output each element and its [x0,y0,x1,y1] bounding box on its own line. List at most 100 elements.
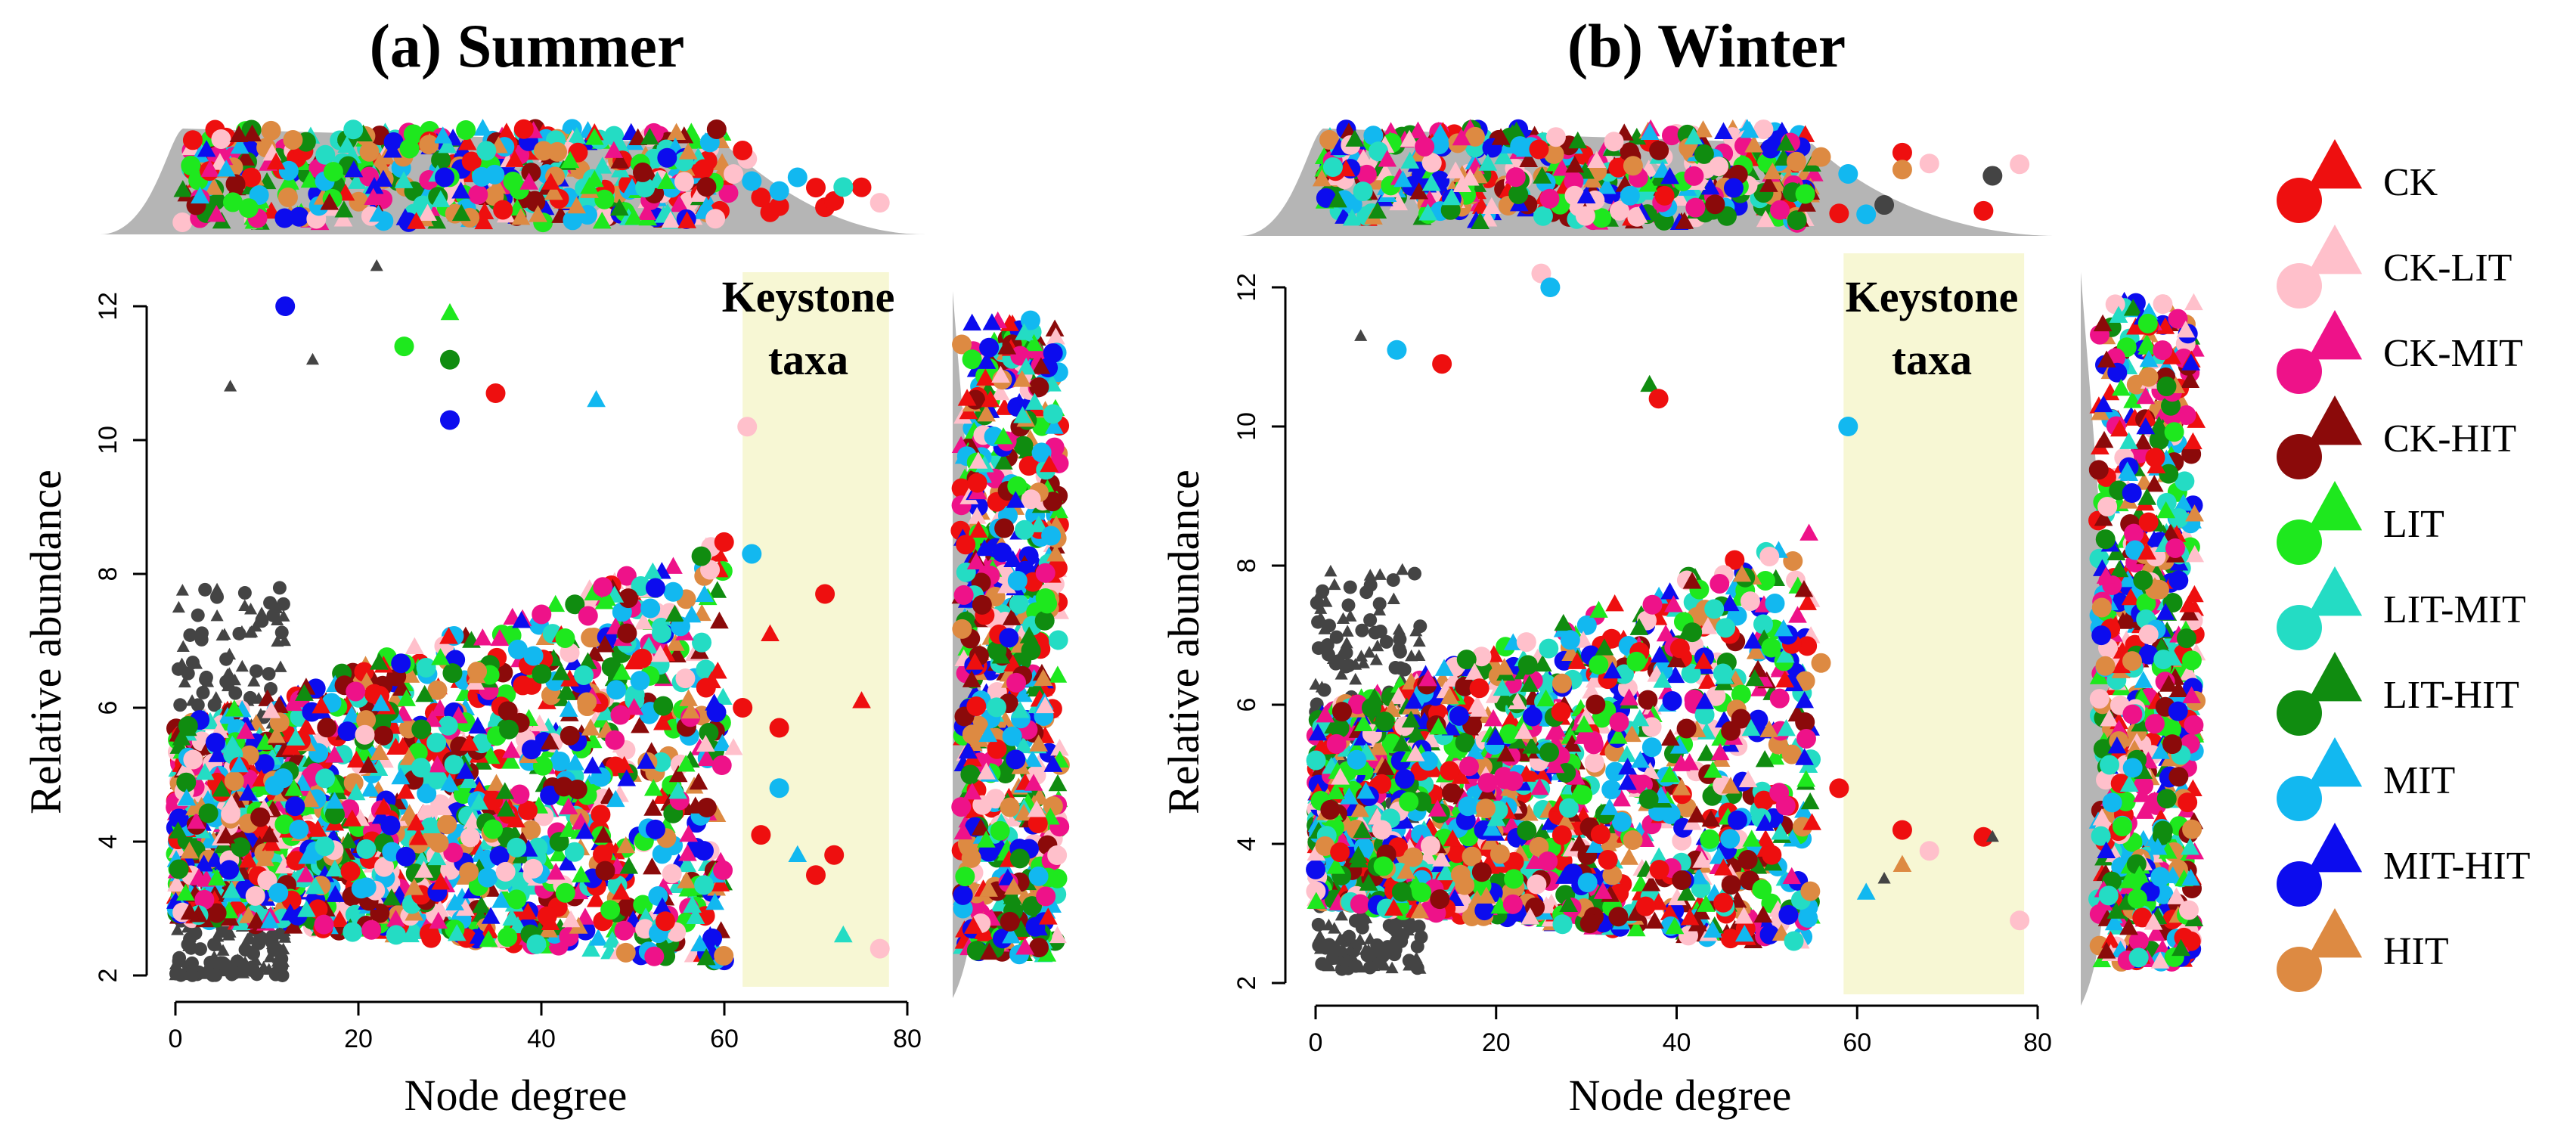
data-point [1393,661,1408,675]
right-strip-point [962,724,982,745]
data-point [244,603,258,615]
data-point [193,942,207,957]
data-point [630,671,650,691]
top-strip-point [693,159,714,179]
data-point [236,966,250,978]
right-strip-point [1009,848,1030,869]
data-point [1387,592,1400,604]
right-strip-point [1047,845,1068,866]
data-point [1379,634,1393,649]
data-point [231,954,245,966]
data-point [340,861,361,882]
right-strip-point [2150,867,2171,887]
data-point [711,755,732,776]
data-point [178,675,191,688]
top-strip-point [266,152,286,170]
data-point [1328,578,1341,591]
top-strip-point [315,144,336,165]
top-strip-point [544,182,563,200]
data-point [653,696,674,716]
data-point [211,929,225,942]
data-point [1343,580,1357,594]
top-strip-point [197,140,216,157]
data-point [243,690,257,705]
right-strip-point [1007,570,1028,591]
data-point [438,715,458,736]
data-point [696,678,716,698]
right-strip-point [2088,460,2109,480]
data-point [356,877,377,898]
top-strip-point [718,183,739,203]
data-point [440,410,460,430]
top-strip-point [1856,204,1877,225]
top-strip-point [1838,163,1858,184]
data-point [395,846,416,867]
data-point [668,876,687,893]
data-point [305,352,320,365]
right-strip-point [975,538,994,557]
top-strip-point [1322,157,1343,177]
right-strip-point [1029,734,1049,752]
right-strip-point [1034,610,1055,631]
right-strip-point [972,795,993,815]
right-strip-point [2102,792,2122,813]
data-point [228,673,242,686]
panel-winter-title: (b) Winter [1567,11,1846,80]
right-strip-point [1002,726,1022,746]
top-strip-point [751,188,771,208]
data-point [583,756,602,774]
top-strip-point [359,141,380,162]
top-strip-point [609,198,629,216]
top-strip-point [323,162,343,182]
right-strip-point [1004,877,1023,895]
data-point [699,723,719,743]
right-strip-point [1034,668,1053,686]
data-point [196,685,210,699]
right-strip-point [966,696,987,716]
data-point [380,815,401,836]
data-point [557,853,577,871]
right-strip-point [1013,684,1033,702]
right-strip-point [2184,293,2203,311]
data-point [1410,939,1424,954]
data-point [173,698,188,712]
top-strip-point [824,191,845,211]
right-strip-point [1010,701,1030,718]
right-strip-point [1048,926,1067,944]
right-strip-point [1048,630,1068,650]
data-point [632,648,653,668]
right-strip-point [990,820,1010,841]
top-strip-point [191,186,209,204]
top-strip-point [567,196,587,214]
data-point [610,705,631,725]
top-strip-point [399,138,420,159]
data-point [343,922,363,942]
right-strip-point [2089,689,2109,709]
data-point [278,931,292,943]
right-strip-point [2138,367,2159,387]
data-point [191,698,205,712]
data-point [645,819,665,839]
data-point [267,943,281,957]
right-strip-point [992,542,1012,563]
data-point [285,796,305,817]
data-point [523,646,544,666]
right-strip-point [951,797,972,817]
top-strip-point [456,119,476,140]
data-point [1349,672,1362,685]
data-point [210,609,224,622]
top-strip-point [1919,154,1939,174]
top-strip-point [1533,206,1553,226]
data-point [272,581,287,595]
top-strip-point [513,119,534,139]
data-point [1359,585,1374,600]
right-strip-point [2137,313,2158,333]
right-strip-point [1045,417,1064,434]
right-strip-point [969,451,988,469]
data-point [663,581,684,602]
data-point [1396,563,1409,575]
data-point [694,875,715,895]
x-tick-label: 40 [527,1025,556,1053]
top-strip-point [1545,127,1566,147]
